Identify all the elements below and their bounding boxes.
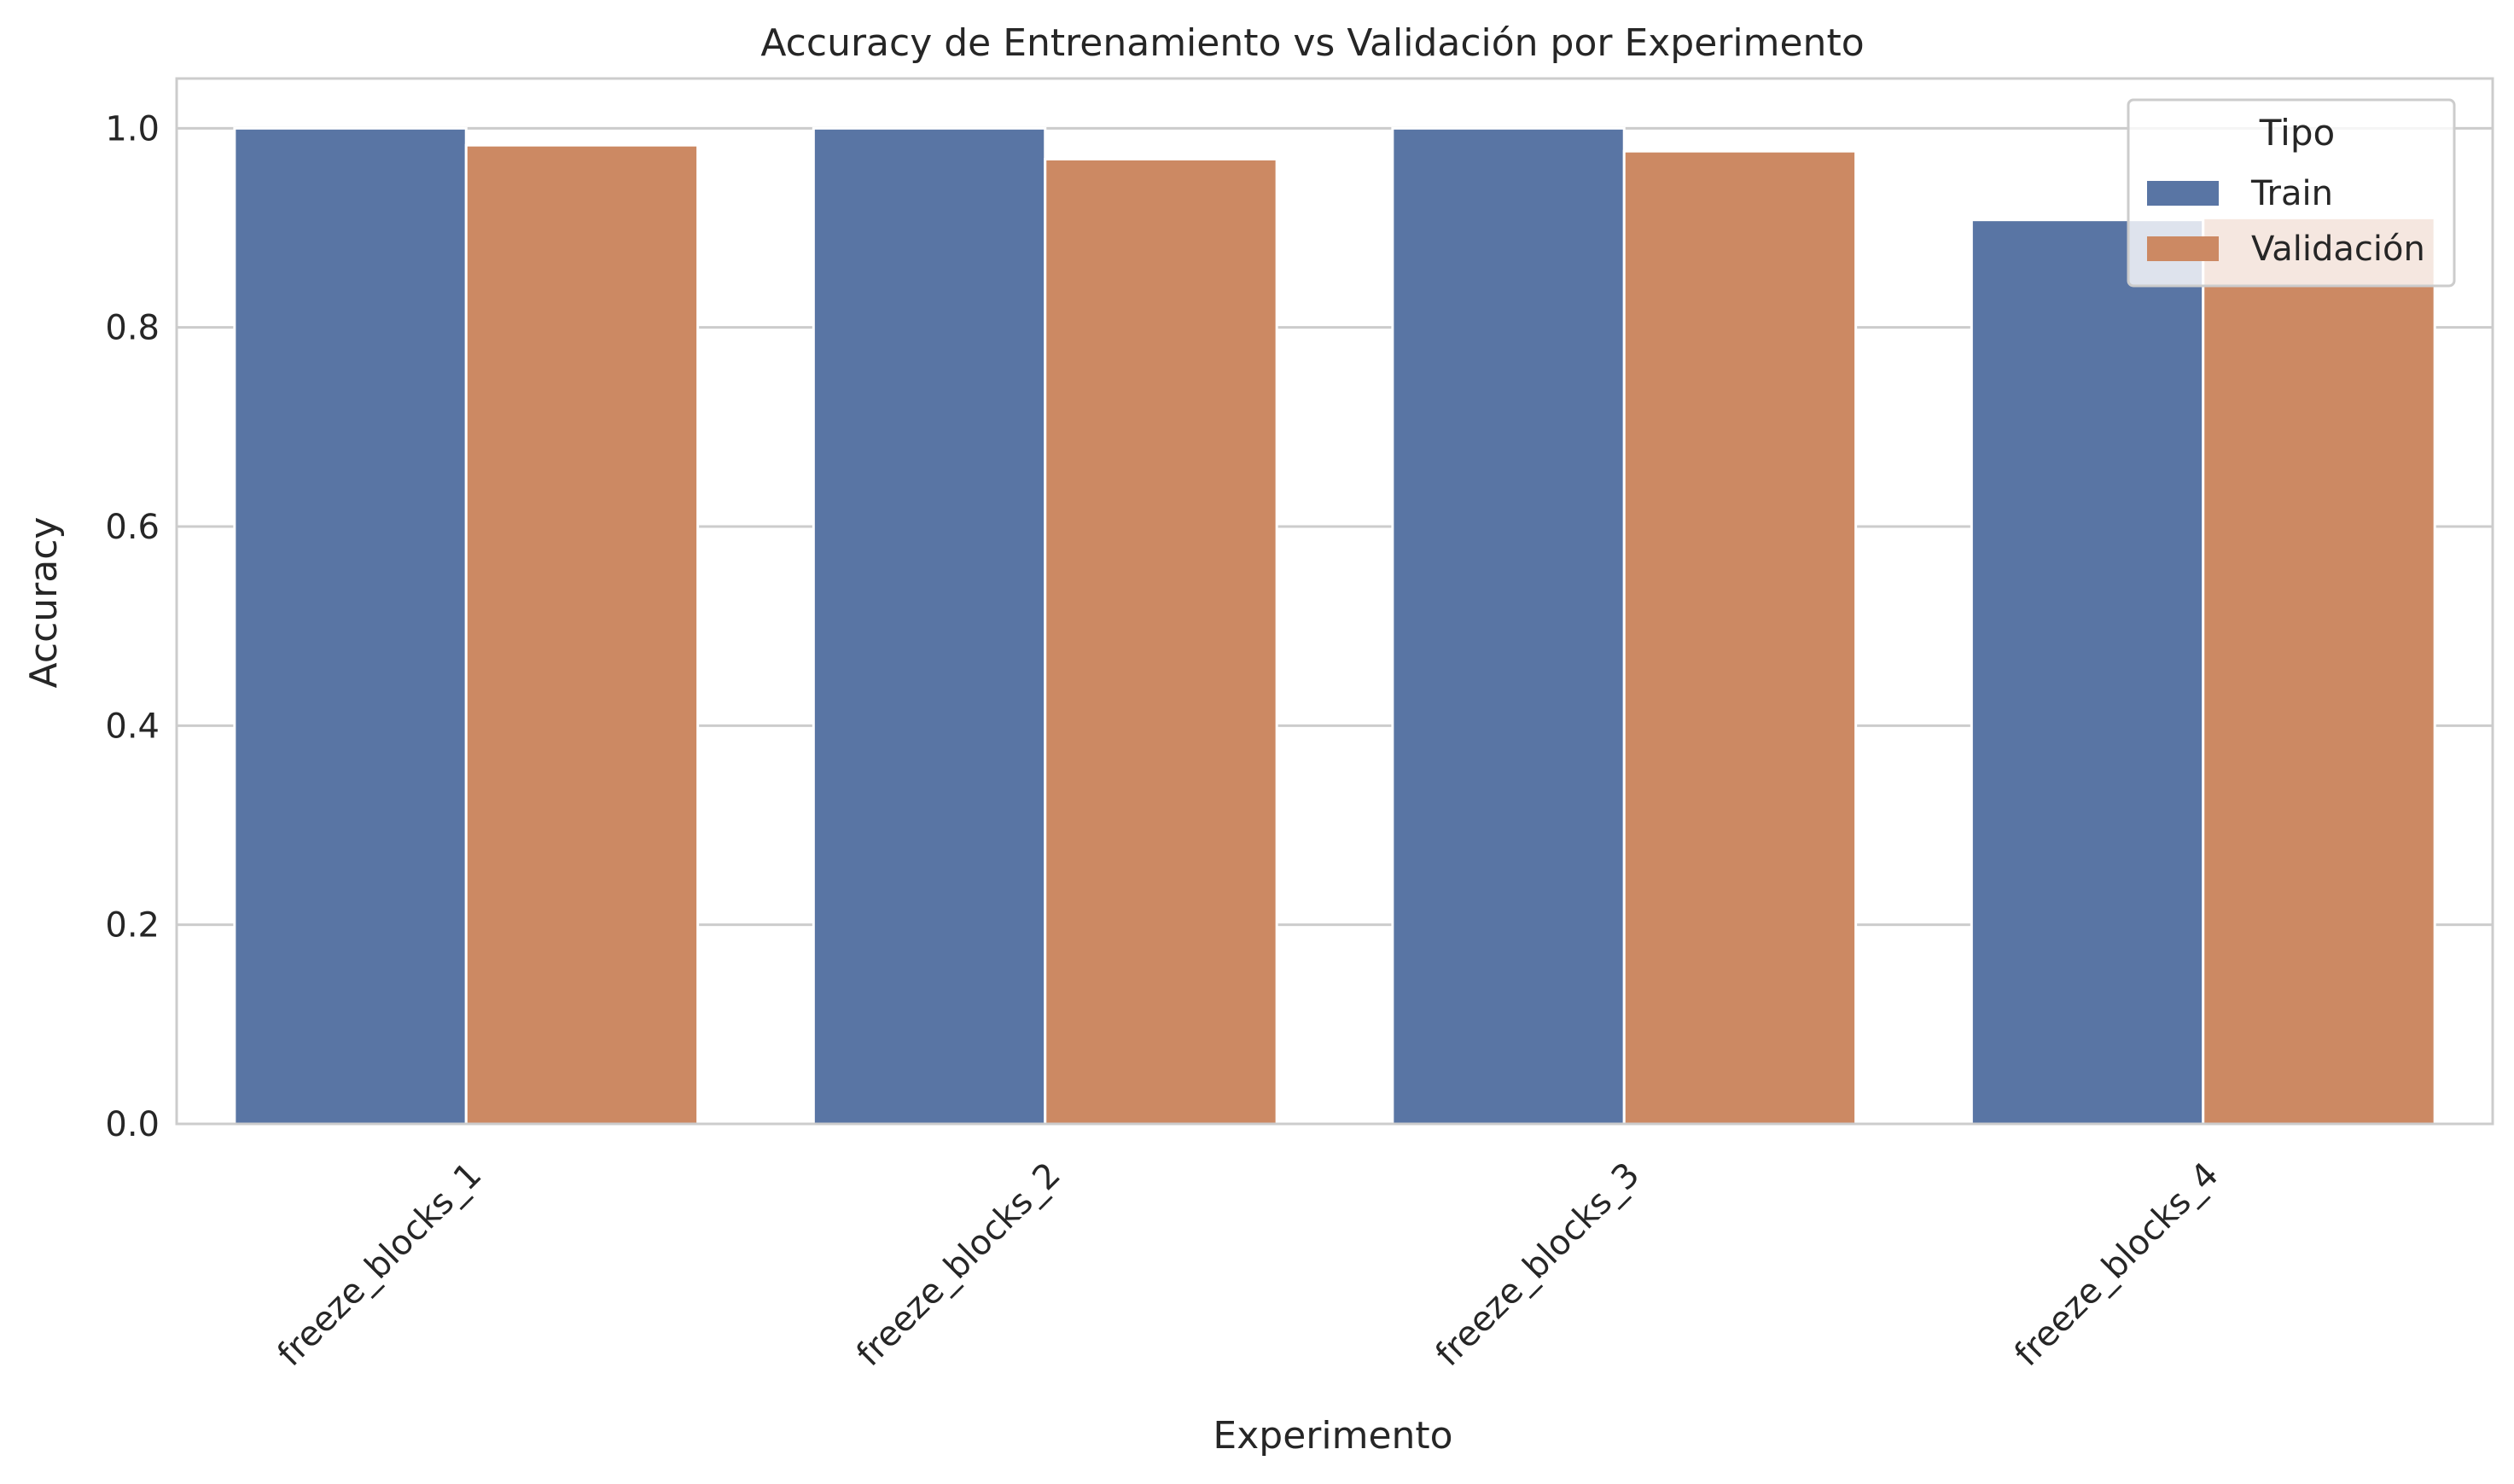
bar-validacion-2 (1044, 158, 1278, 1126)
plot-frame (175, 77, 2494, 1126)
bars (233, 126, 2436, 1126)
chart-title: Accuracy de Entrenamiento vs Validación … (760, 21, 1864, 65)
y-tick-label: 0.8 (105, 309, 160, 348)
bar-train-4 (1970, 218, 2205, 1126)
legend: Tipo Train Validación (2127, 98, 2456, 288)
legend-swatch-validacion (2147, 236, 2219, 261)
y-tick-label: 1.0 (105, 109, 160, 148)
bar-validacion-4 (2202, 216, 2436, 1126)
y-tick-label: 0.2 (105, 906, 160, 946)
bar-validacion-1 (464, 143, 700, 1126)
bar-train-3 (1391, 126, 1626, 1126)
y-tick-label: 0.0 (105, 1105, 160, 1144)
legend-title: Tipo (2259, 112, 2335, 154)
x-axis-label: Experimento (1213, 1414, 1452, 1458)
y-axis-label: Accuracy (22, 517, 66, 689)
legend-label-validacion: Validación (2251, 230, 2425, 269)
bar-train-1 (233, 126, 468, 1126)
legend-swatch-train (2147, 181, 2219, 206)
bar-train-2 (812, 126, 1047, 1126)
y-tick-label: 0.4 (105, 707, 160, 746)
bar-validacion-3 (1622, 149, 1858, 1126)
legend-label-train: Train (2250, 174, 2333, 213)
y-tick-labels: 0.0 0.2 0.4 0.6 0.8 1.0 (105, 109, 160, 1144)
y-tick-label: 0.6 (105, 508, 160, 547)
